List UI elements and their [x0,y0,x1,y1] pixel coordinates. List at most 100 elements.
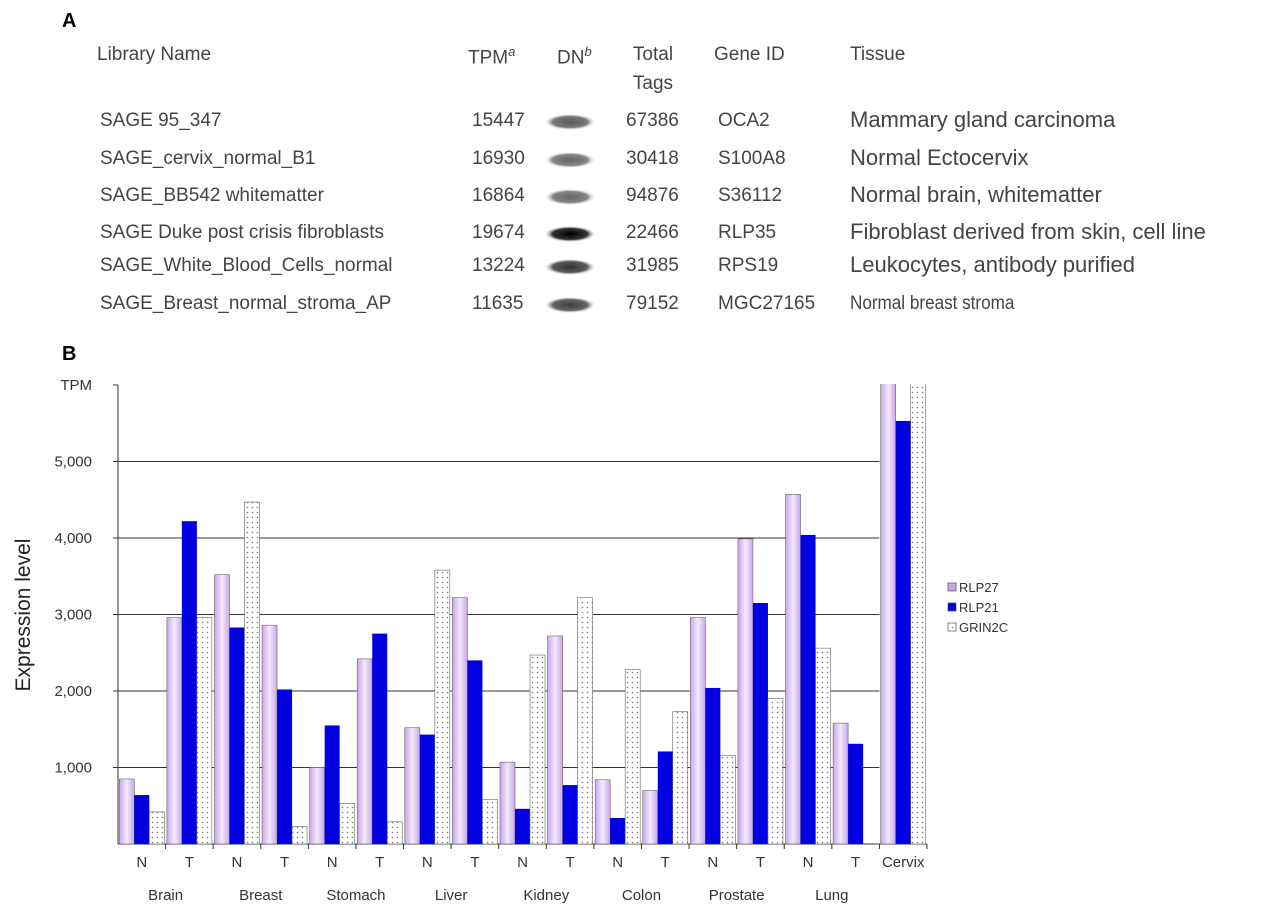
header-text: DN [557,47,585,69]
bar [229,627,245,844]
x-tick-label: N [327,854,338,871]
legend-label: RLP27 [959,580,999,595]
x-tick-label: N [422,854,433,871]
library-name: SAGE Duke post crisis fibroblasts [100,222,385,243]
y-tick-label: TPM [60,377,92,394]
bar [657,751,673,844]
group-label: Brain [148,887,183,904]
x-tick-label: T [375,854,384,871]
group-label: Stomach [326,887,385,904]
header-text: Library Name [97,44,212,65]
gene-id: RLP35 [718,222,777,243]
dot-blot [545,152,595,168]
library-name: SAGE_White_Blood_Cells_normal [100,255,393,276]
dot-blot [545,297,595,313]
bar [895,420,911,844]
footnote-mark: a [508,44,516,59]
gene-id: S36112 [718,185,783,206]
tpm-value: 16864 [472,185,525,206]
total-tags: 30418 [626,148,679,169]
bar [148,811,165,845]
header-text: Total Tags [632,44,674,94]
bar [277,689,293,844]
group-label: Liver [435,887,468,904]
group-label: Kidney [523,887,569,904]
bar [562,785,578,844]
x-tick-label: Cervix [882,854,925,871]
x-tick-label: T [851,854,860,871]
group-label: Lung [815,887,848,904]
bar [529,654,546,845]
bar [815,647,831,845]
y-tick-label: 4,000 [54,530,92,547]
bar [832,722,849,845]
bar [244,501,260,845]
legend-swatch [947,582,957,592]
bar [261,624,278,845]
bar [324,725,340,844]
tpm-value: 11635 [472,293,524,314]
y-tick-label: 2,000 [54,683,92,700]
bar [467,660,483,844]
bar [848,743,864,844]
bar [356,658,373,845]
bar [642,790,659,845]
bar [547,635,563,845]
bar [624,669,641,845]
tissue: Fibroblast derived from skin, cell line [850,219,1206,244]
tissue: Leukocytes, antibody purified [850,252,1135,277]
header-text: Tissue [850,44,906,65]
total-tags: 67386 [626,110,679,131]
legend-label: GRIN2C [959,620,1008,635]
tissue: Normal breast stroma [850,293,1015,314]
bar [372,633,388,844]
x-tick-label: N [517,854,528,871]
x-tick-label: T [280,854,289,871]
bar [452,597,468,845]
bar [785,494,801,845]
x-tick-label: T [470,854,479,871]
bar [690,617,706,845]
bar [339,803,355,845]
y-axis-label: Expression level [12,539,35,692]
bar [309,767,325,845]
bar [499,761,516,845]
footnote-mark: b [584,44,592,59]
dot-blot [545,189,595,205]
group-label: Colon [622,887,661,904]
bar [910,384,927,845]
bar [181,521,197,844]
column-header: DNb [557,44,592,69]
tissue: Mammary gland carcinoma [850,107,1116,132]
gene-id: RPS19 [718,255,779,276]
y-tick-label: 5,000 [54,454,92,471]
panel-label: B [62,343,77,365]
tpm-value: 13224 [472,255,525,276]
library-name: SAGE 95_347 [100,110,222,131]
tissue: Normal brain, whitematter [850,182,1102,207]
bar [214,574,230,845]
header-text: TPM [468,47,509,69]
x-tick-label: N [803,854,814,871]
bar [610,817,626,844]
bar [720,754,736,845]
bar [118,778,135,845]
bar [196,617,213,845]
legend-label: RLP21 [959,600,999,615]
bar [672,711,689,845]
column-header: Total Tags [628,40,678,98]
bars [118,384,927,845]
bar [577,597,593,845]
total-tags: 79152 [626,293,679,314]
bar [705,687,721,844]
bar [134,795,150,844]
bar [880,384,897,845]
library-name: SAGE_Breast_normal_stroma_AP [100,293,392,314]
bar [515,808,530,844]
group-label: Breast [239,887,283,904]
bar [737,538,754,845]
column-header: Tissue [850,44,905,66]
x-tick-label: T [185,854,194,871]
tissue: Normal Ectocervix [850,145,1029,170]
